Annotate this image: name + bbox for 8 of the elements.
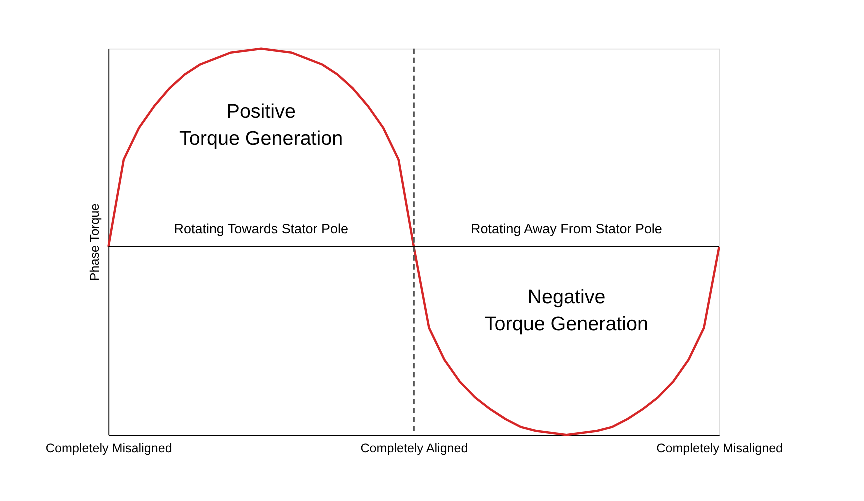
y-axis-title: Phase Torque	[88, 204, 102, 282]
x-tick-label: Completely Aligned	[360, 442, 468, 456]
x-tick-label: Completely Misaligned	[46, 442, 172, 456]
annotation: Negative Torque Generation	[484, 286, 649, 336]
x-tick-label: Completely Misaligned	[656, 442, 784, 456]
annotation: Rotating Towards Stator Pole	[174, 221, 348, 236]
annotation: Positive Torque Generation	[180, 101, 344, 150]
annotation: Rotating Away From Stator Pole	[471, 221, 662, 236]
